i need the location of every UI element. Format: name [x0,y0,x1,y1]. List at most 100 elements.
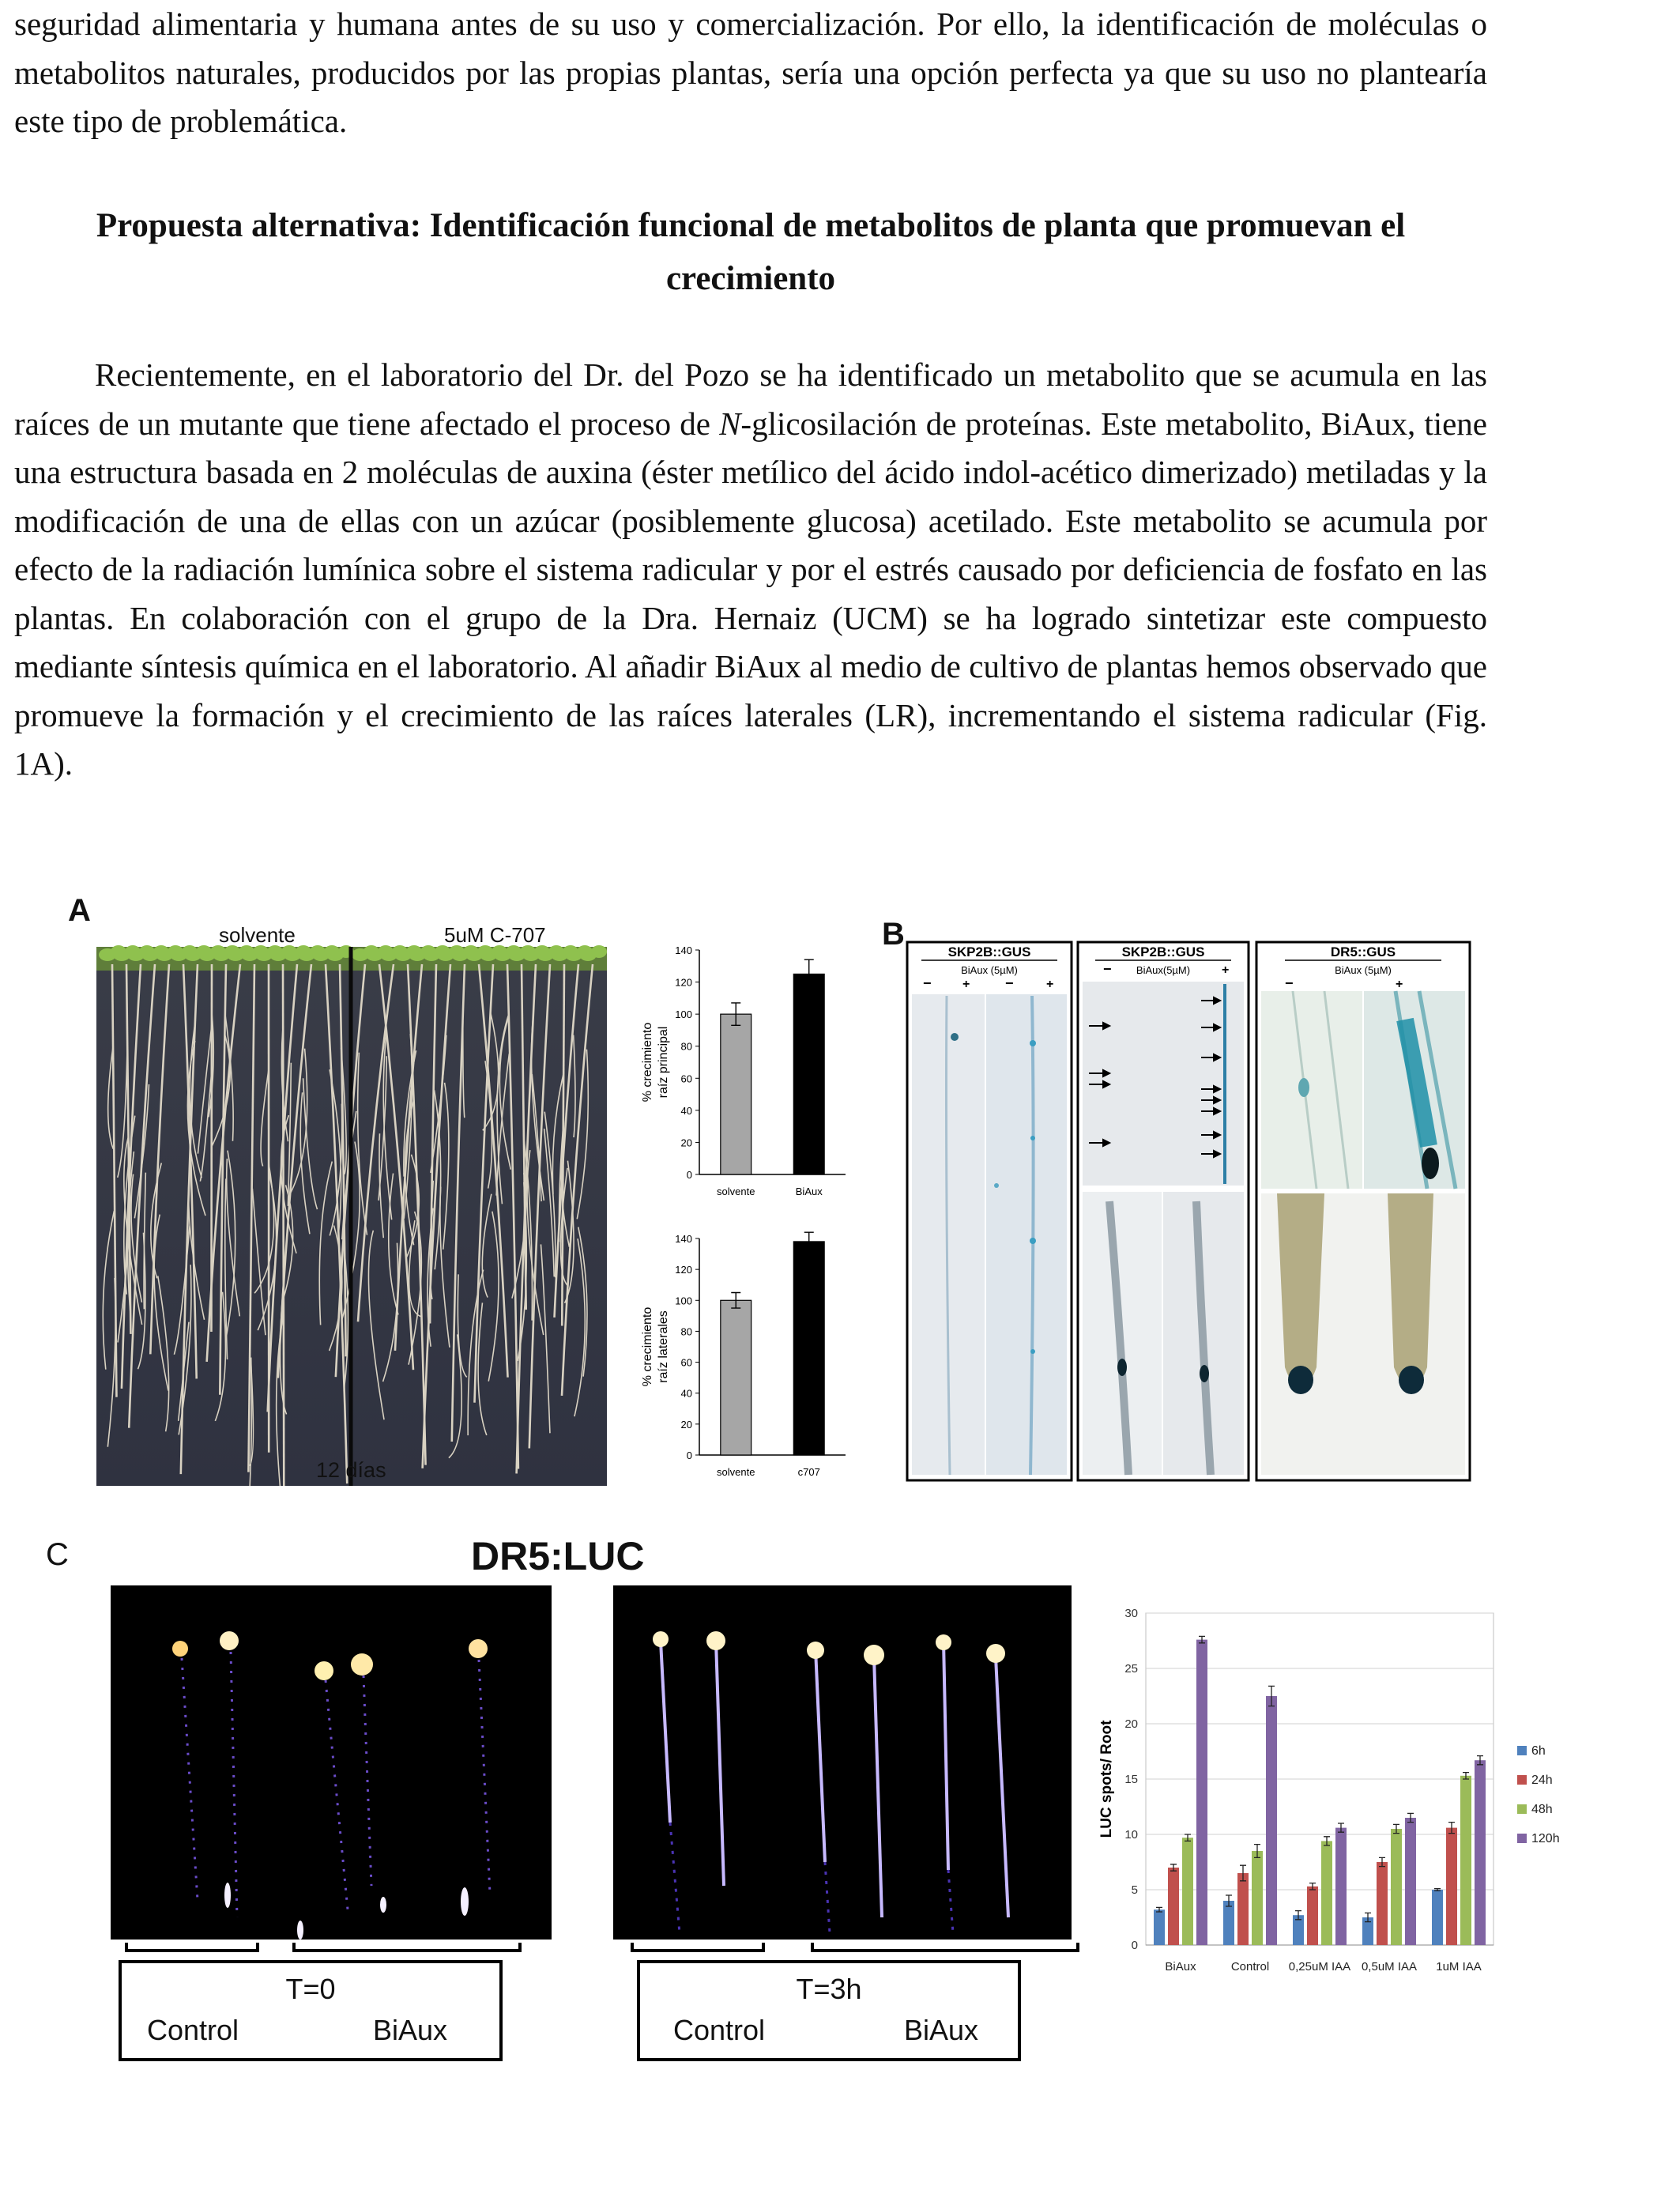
error-bar-24h-0,25uM IAA [1309,1882,1316,1891]
bar-c707 [793,1241,825,1456]
luc-label-box-t0: T=0 Control BiAux [119,1960,503,2061]
bar-48h-BiAux [1182,1838,1193,1945]
luc-time-t0: T=0 [285,1973,336,2005]
gus-box2-title: SKP2B::GUS [1122,944,1205,959]
y-tick-label: 5 [1132,1883,1138,1897]
bar-120h-BiAux [1196,1639,1207,1945]
error-bar-120h-BiAux [1199,1635,1205,1644]
y-tick-label: 40 [681,1388,692,1400]
gus-box2-minus: − [1103,961,1112,977]
panel-letter-c: C [46,1537,69,1572]
bar-48h-1uM IAA [1460,1775,1471,1945]
bar-solvente [720,1299,752,1456]
error-bar-48h-1uM IAA [1463,1771,1469,1780]
error-bar-24h-0,5uM IAA [1379,1857,1385,1868]
bar-24h-1uM IAA [1446,1827,1457,1945]
y-tick-label: 0 [687,1169,692,1181]
legend-label-6h: 6h [1531,1744,1546,1758]
legend-swatch-24h [1517,1775,1527,1785]
luc-image-t0 [111,1585,552,1940]
luc-group-brackets [125,1943,1079,1952]
error-bar-6h-BiAux [1156,1906,1162,1913]
y-tick-label: 30 [1124,1607,1138,1620]
y-tick-label: 20 [681,1419,692,1431]
body-italic-n: N [719,405,741,442]
gus-box3-plus: + [1396,978,1403,991]
bar-24h-0,5uM IAA [1377,1862,1388,1945]
y-tick-label: 25 [1124,1662,1138,1676]
error-bar-6h-1uM IAA [1434,1887,1441,1892]
x-tick-label: solvente [717,1186,755,1197]
photo-label-solvente: solvente [219,925,296,947]
bar-6h-1uM IAA [1432,1890,1443,1945]
y-tick-label: 60 [681,1072,692,1084]
error-bar-c707 [804,1231,814,1252]
error-bar-48h-Control [1254,1843,1260,1859]
y-tick-label: 140 [675,944,692,956]
error-bar-6h-0,25uM IAA [1295,1909,1301,1921]
gus-box1-plus: + [962,978,970,991]
bar-6h-BiAux [1154,1909,1165,1945]
gus-box1-subtitle: BiAux (5µM) [961,964,1018,976]
y-axis-label: LUC spots/ Root [1098,1720,1115,1838]
luc-panel-title: DR5:LUC [471,1534,645,1578]
luc-label-control-t3: Control [673,2014,766,2046]
gus-box3-title: DR5::GUS [1331,944,1396,959]
y-tick-label: 80 [681,1041,692,1053]
gus-staining-panel: SKP2B::GUS BiAux (5µM) − + − + SKP2B::GU… [906,941,1471,1482]
y-tick-label: 20 [1124,1717,1138,1731]
y-tick-label: 60 [681,1357,692,1369]
legend-swatch-120h [1517,1834,1527,1843]
photo-label-c707: 5uM C-707 [444,925,546,947]
intro-paragraph: seguridad alimentaria y humana antes de … [14,6,1487,139]
chart-lateral-root: 0 20 40 60 80 100 120 140 % crecimiento raíz late… [641,1231,846,1478]
error-bar-48h-0,5uM IAA [1393,1823,1399,1834]
y-tick-label: 100 [675,1008,692,1020]
error-bar-24h-1uM IAA [1448,1821,1455,1834]
bar-6h-0,25uM IAA [1293,1915,1304,1945]
error-bar-120h-1uM IAA [1477,1755,1483,1766]
luc-label-biaux-t0: BiAux [373,2014,448,2046]
legend-swatch-6h [1517,1746,1527,1755]
bar-48h-0,25uM IAA [1321,1841,1332,1945]
legend-label-120h: 120h [1531,1832,1560,1845]
error-bar-solvente [731,1291,741,1309]
error-bar-48h-BiAux [1185,1834,1191,1842]
legend-label-48h: 48h [1531,1803,1553,1816]
error-bar-6h-Control [1226,1894,1232,1907]
y-tick-label: 100 [675,1295,692,1306]
y-axis-label-line2: raíz laterales [657,1310,670,1383]
y-tick-label: 120 [675,1264,692,1276]
error-bar-24h-BiAux [1170,1864,1177,1872]
chart-luc-spots: 0 5 10 15 20 25 30 LUC spots/ Root BiAux Control 0… [1098,1607,1560,1973]
x-tick-label: 1uM IAA [1436,1960,1482,1973]
luc-time-t3: T=3h [796,1973,862,2005]
bar-24h-BiAux [1168,1868,1179,1945]
x-tick-label: c707 [798,1466,820,1478]
y-tick-label: 40 [681,1105,692,1117]
y-axis-label-line2: raíz principal [657,1027,670,1099]
panel-letter-b: B [882,917,905,952]
x-tick-label: Control [1231,1960,1269,1973]
gus-box1-minus: − [923,975,932,991]
gus-box1-minus2: − [1005,975,1014,991]
error-bar-6h-0,5uM IAA [1365,1912,1371,1923]
luc-image-t3 [613,1585,1072,1940]
luc-label-biaux-t3: BiAux [904,2014,979,2046]
y-tick-label: 15 [1124,1773,1138,1786]
body-text-2: -glicosilación de proteínas. Este metabo… [14,405,1487,782]
error-bar-solvente [731,1002,741,1027]
error-bar-120h-0,25uM IAA [1338,1823,1344,1833]
bar-24h-0,25uM IAA [1307,1886,1318,1945]
y-tick-label: 120 [675,977,692,989]
y-tick-label: 20 [681,1137,692,1148]
bar-120h-0,5uM IAA [1405,1818,1416,1945]
bar-48h-0,5uM IAA [1391,1829,1402,1945]
body-paragraph: Recientemente, en el laboratorio del Dr.… [14,351,1487,789]
y-axis-label-line1: % crecimiento [641,1023,654,1103]
error-bar-48h-0,25uM IAA [1324,1836,1330,1846]
legend-label-24h: 24h [1531,1774,1553,1787]
gus-box3-minus: − [1285,975,1294,991]
seedling-photo: solvente 5uM C-707 [96,925,607,1486]
y-tick-label: 0 [1132,1939,1138,1952]
